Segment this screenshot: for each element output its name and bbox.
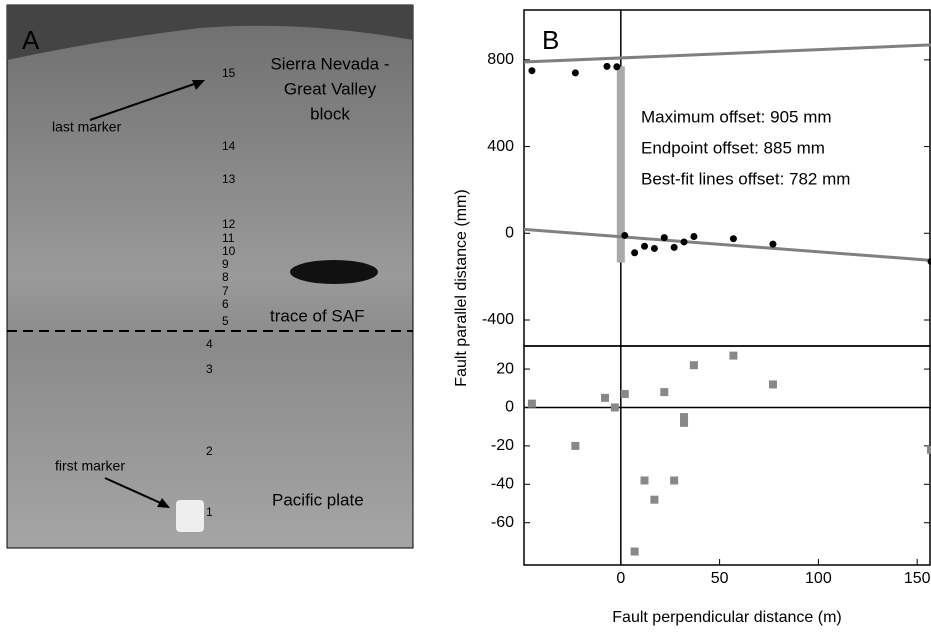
marker-number: 4 — [206, 337, 213, 351]
marker-number: 13 — [222, 172, 236, 186]
photo-label: last marker — [52, 119, 122, 135]
y-axis-label: Fault parallel distance (mm) — [453, 189, 470, 386]
point — [640, 476, 649, 485]
photo-label: trace of SAF — [270, 306, 364, 325]
photo-label: block — [310, 104, 350, 123]
x-axis-label: Fault perpendicular distance (m) — [612, 609, 841, 626]
point — [610, 403, 619, 412]
point — [621, 231, 629, 239]
y-tick-label: -40 — [491, 476, 514, 493]
point — [571, 69, 579, 77]
point — [689, 361, 698, 370]
panel-label: A — [22, 25, 40, 55]
x-tick-label: 0 — [616, 570, 625, 587]
point — [729, 351, 738, 360]
arrow — [89, 81, 201, 121]
point — [927, 445, 931, 454]
annotation: Endpoint offset: 885 mm — [641, 138, 825, 157]
marker-post — [176, 500, 204, 532]
annotation: Maximum offset: 905 mm — [641, 107, 832, 126]
marker-number: 9 — [222, 257, 229, 271]
marker-number: 11 — [222, 231, 235, 245]
point — [729, 235, 737, 243]
point — [631, 249, 639, 257]
marker-number: 14 — [222, 139, 236, 153]
y-tick-label: 0 — [505, 224, 514, 241]
x-tick-label: 100 — [805, 570, 832, 587]
photo-label: Sierra Nevada - — [270, 54, 389, 73]
arrow-head — [157, 498, 170, 508]
photo-panel: A Sierra Nevada - Great Valley block las… — [6, 4, 414, 549]
marker-number: 7 — [222, 284, 229, 298]
point — [603, 62, 611, 70]
point — [670, 476, 679, 485]
photo-label: Great Valley — [284, 79, 377, 98]
point — [670, 243, 678, 251]
fit-line — [523, 227, 931, 262]
marker-number: 5 — [222, 314, 229, 328]
point — [660, 234, 668, 242]
y-tick-label: -60 — [491, 514, 514, 531]
point — [527, 399, 536, 408]
y-tick-label: -20 — [491, 437, 514, 454]
x-tick-label: 150 — [904, 570, 931, 587]
point — [601, 393, 610, 402]
photo-label: Pacific plate — [272, 490, 364, 509]
point — [680, 413, 689, 422]
panel-label: B — [542, 25, 559, 55]
marker-number: 8 — [222, 270, 229, 284]
marker-number: 10 — [222, 244, 236, 258]
point — [769, 240, 777, 248]
point — [641, 242, 649, 250]
point — [630, 547, 639, 556]
y-tick-label: 20 — [496, 360, 514, 377]
marker-number: 6 — [222, 297, 229, 311]
plot-frame — [523, 345, 931, 566]
point — [660, 388, 669, 397]
annotation: Best-fit lines offset: 782 mm — [641, 169, 850, 188]
y-tick-label: 0 — [505, 399, 514, 416]
fit-line — [523, 43, 931, 64]
point — [571, 441, 580, 450]
arrow-head — [192, 80, 205, 90]
y-tick-label: 800 — [487, 51, 514, 68]
y-tick-label: -400 — [482, 311, 514, 328]
point — [650, 495, 659, 504]
point — [927, 257, 931, 265]
point — [528, 67, 536, 75]
point — [620, 390, 629, 399]
marker-number: 2 — [206, 444, 213, 458]
hill-shadow — [7, 5, 413, 60]
car — [290, 260, 378, 284]
point — [768, 380, 777, 389]
y-tick-label: 400 — [487, 138, 514, 155]
x-tick-label: 50 — [711, 570, 729, 587]
point — [613, 63, 621, 71]
photo-label: first marker — [55, 458, 125, 474]
point — [650, 244, 658, 252]
point — [690, 233, 698, 241]
marker-number: 3 — [206, 362, 213, 376]
marker-number: 1 — [206, 505, 213, 519]
offset-bar — [616, 66, 625, 263]
arrow — [104, 477, 166, 506]
marker-number: 15 — [222, 66, 236, 80]
point — [680, 238, 688, 246]
point — [680, 418, 689, 427]
marker-number: 12 — [222, 217, 236, 231]
